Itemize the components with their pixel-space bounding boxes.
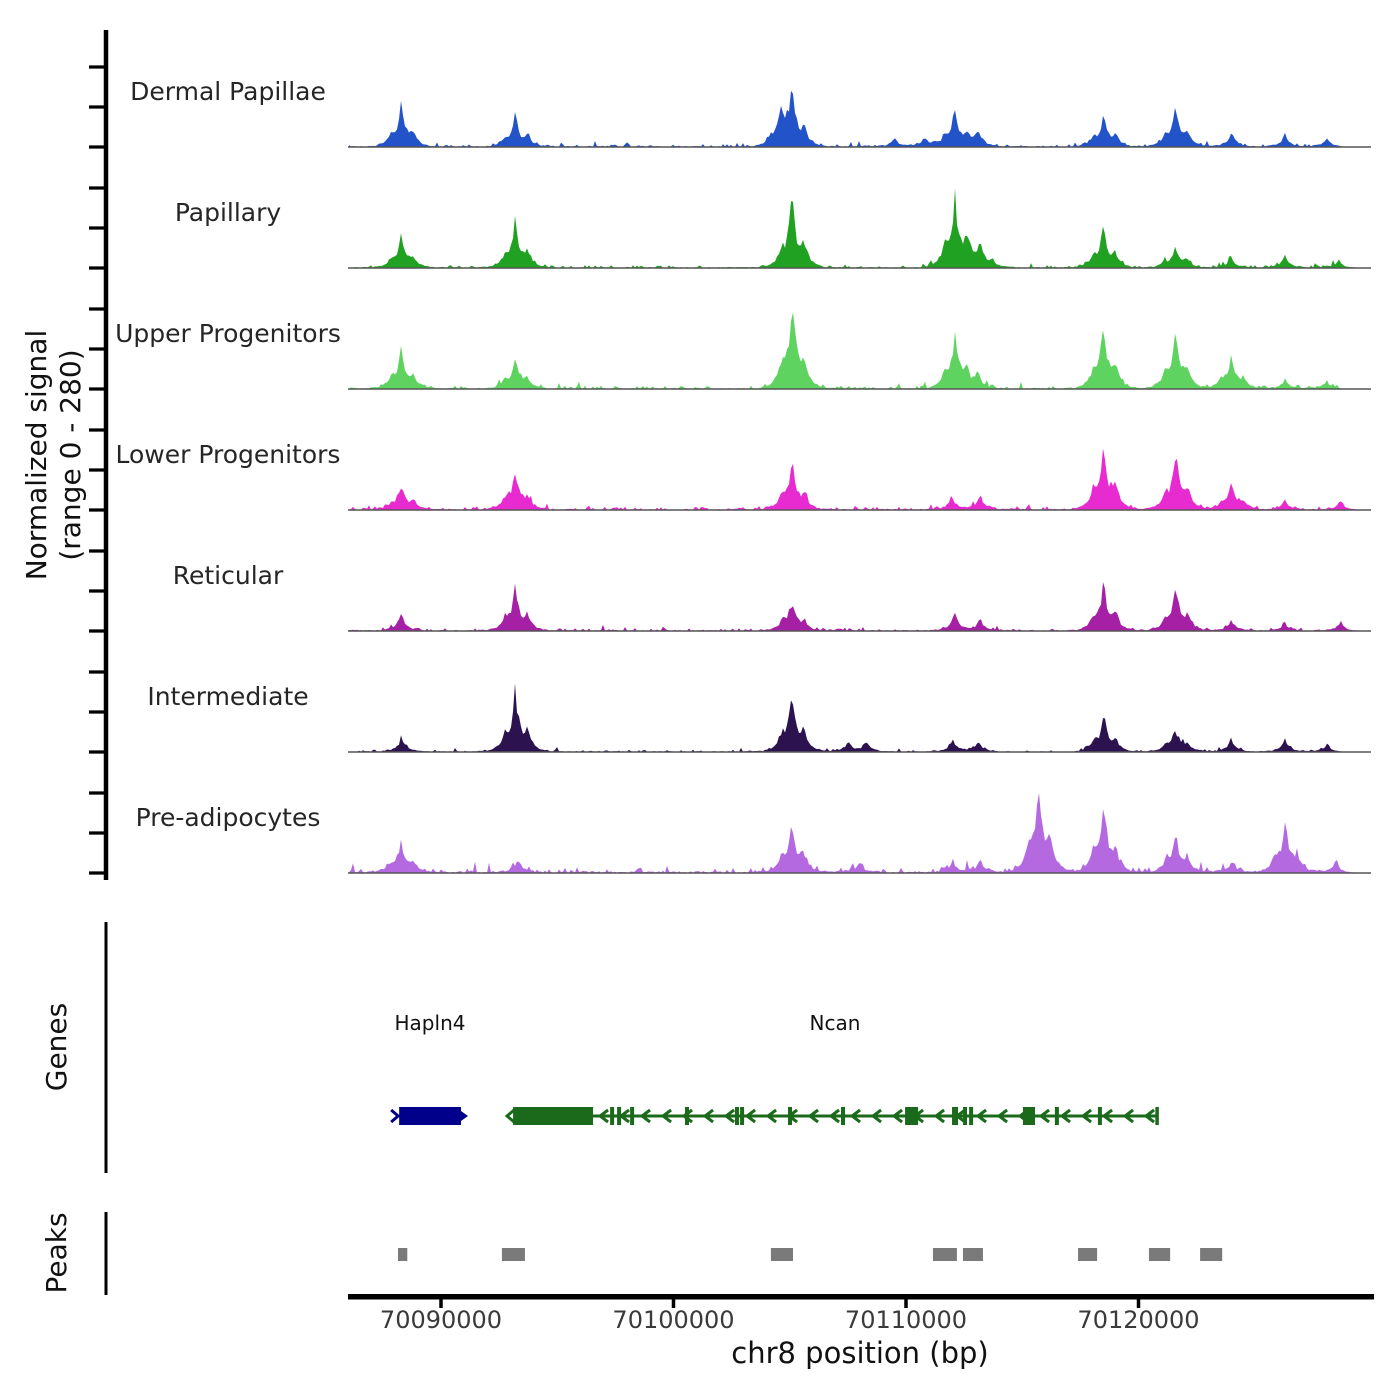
intron-strand-arrow-left — [639, 1108, 651, 1124]
intron-strand-arrow-left — [618, 1108, 630, 1124]
intron-strand-arrow-left — [765, 1108, 777, 1124]
intron-strand-arrow-left — [1143, 1108, 1155, 1124]
gene-end-arrow — [460, 1111, 468, 1121]
x-tick-70110000: 70110000 — [844, 1306, 968, 1334]
intron-strand-arrow-left — [1122, 1108, 1134, 1124]
intron-strand-arrow-left — [702, 1108, 714, 1124]
track-label-papillary: Papillary — [174, 198, 282, 227]
y-axis-title-line1: Normalized signal — [20, 329, 53, 581]
track-label-reticular: Reticular — [172, 561, 284, 590]
exon-tick — [610, 1107, 615, 1125]
gene-name-ncan: Ncan — [809, 1011, 861, 1035]
x-axis-title: chr8 position (bp) — [731, 1336, 989, 1370]
track-label-lower-progenitors: Lower Progenitors — [115, 440, 341, 469]
signal-track-upper-progenitors — [348, 312, 1371, 390]
y-axis-title-line2: (range 0 - 280) — [54, 349, 87, 561]
signal-track-papillary — [348, 188, 1371, 269]
exon-box — [905, 1107, 919, 1125]
intron-strand-arrow-left — [996, 1108, 1008, 1124]
intron-strand-arrow-left — [597, 1108, 609, 1124]
signal-area — [349, 793, 1370, 873]
intron-strand-arrow-left — [870, 1108, 882, 1124]
intron-strand-arrow-left — [1080, 1108, 1092, 1124]
gene-model-hapln4 — [390, 1107, 468, 1125]
intron-strand-arrow-left — [660, 1108, 672, 1124]
track-label-pre-adipocytes: Pre-adipocytes — [135, 803, 321, 832]
intron-strand-arrow-left — [807, 1108, 819, 1124]
x-tick-70100000: 70100000 — [612, 1306, 735, 1334]
strand-arrow-right — [390, 1108, 401, 1124]
intron-strand-arrow-left — [723, 1108, 735, 1124]
signal-track-pre-adipocytes — [348, 793, 1371, 874]
signal-track-reticular — [348, 582, 1371, 632]
intron-strand-arrow-left — [1059, 1108, 1071, 1124]
peaks-section — [104, 1212, 1223, 1295]
exon-tick — [963, 1107, 968, 1125]
signal-area — [349, 448, 1370, 510]
exon-tick — [1097, 1107, 1102, 1125]
called-peak-box — [962, 1248, 983, 1261]
exon-tick — [840, 1107, 845, 1125]
intron-strand-arrow-left — [828, 1108, 840, 1124]
genes-section — [104, 922, 1159, 1173]
called-peak-box — [1148, 1248, 1171, 1261]
gene-big-exon-box — [513, 1107, 594, 1125]
signal-area — [349, 683, 1370, 752]
intron-strand-arrow-left — [681, 1108, 693, 1124]
y-axis-title: Normalized signal (range 0 - 280) — [20, 295, 100, 615]
signal-track-lower-progenitors — [348, 448, 1371, 511]
genes-section-label: Genes — [40, 1002, 73, 1092]
exon-tick — [969, 1107, 974, 1125]
intron-strand-arrow-left — [1038, 1108, 1050, 1124]
called-peak-box — [1078, 1248, 1098, 1261]
signal-area — [349, 188, 1370, 268]
peaks-section-label: Peaks — [40, 1212, 73, 1294]
exon-tick — [630, 1107, 635, 1125]
intron-strand-arrow-left — [744, 1108, 756, 1124]
intron-strand-arrow-left — [933, 1108, 945, 1124]
x-tick-70090000: 70090000 — [379, 1306, 503, 1334]
x-axis-line — [348, 1294, 1374, 1300]
exon-tick — [684, 1107, 689, 1125]
x-tick-70120000: 70120000 — [1077, 1306, 1200, 1334]
signal-track-dermal-papillae — [348, 90, 1371, 148]
intron-strand-arrow-left — [912, 1108, 924, 1124]
intron-strand-arrow-left — [1101, 1108, 1113, 1124]
exon-box — [1022, 1107, 1036, 1125]
gene-model-ncan — [504, 1107, 1159, 1125]
intron-strand-arrow-left — [954, 1108, 966, 1124]
called-peak-box — [501, 1248, 525, 1261]
x-axis — [348, 1294, 1374, 1308]
intron-strand-arrow-left — [1017, 1108, 1029, 1124]
intron-strand-arrow-left — [786, 1108, 798, 1124]
intron-strand-arrow-left — [975, 1108, 987, 1124]
signal-area — [349, 582, 1370, 631]
intron-strand-arrow-left — [891, 1108, 903, 1124]
track-label-dermal-papillae: Dermal Papillae — [130, 77, 326, 106]
called-peak-box — [932, 1248, 957, 1261]
exon-tick — [740, 1107, 745, 1125]
gene-name-hapln4: Hapln4 — [394, 1011, 466, 1035]
signal-area — [349, 90, 1370, 147]
called-peak-box — [397, 1248, 408, 1261]
track-label-upper-progenitors: Upper Progenitors — [115, 319, 341, 348]
signal-track-intermediate — [348, 683, 1371, 753]
strand-arrow-left — [504, 1108, 516, 1124]
called-peak-box — [770, 1248, 794, 1261]
called-peak-box — [1200, 1248, 1223, 1261]
exon-tick — [734, 1107, 739, 1125]
signal-y-axis — [89, 30, 109, 880]
gene-exon-box — [399, 1107, 461, 1125]
signal-area — [349, 312, 1370, 389]
exon-tick — [1054, 1107, 1059, 1125]
track-label-intermediate: Intermediate — [147, 682, 309, 711]
intron-strand-arrow-left — [849, 1108, 861, 1124]
